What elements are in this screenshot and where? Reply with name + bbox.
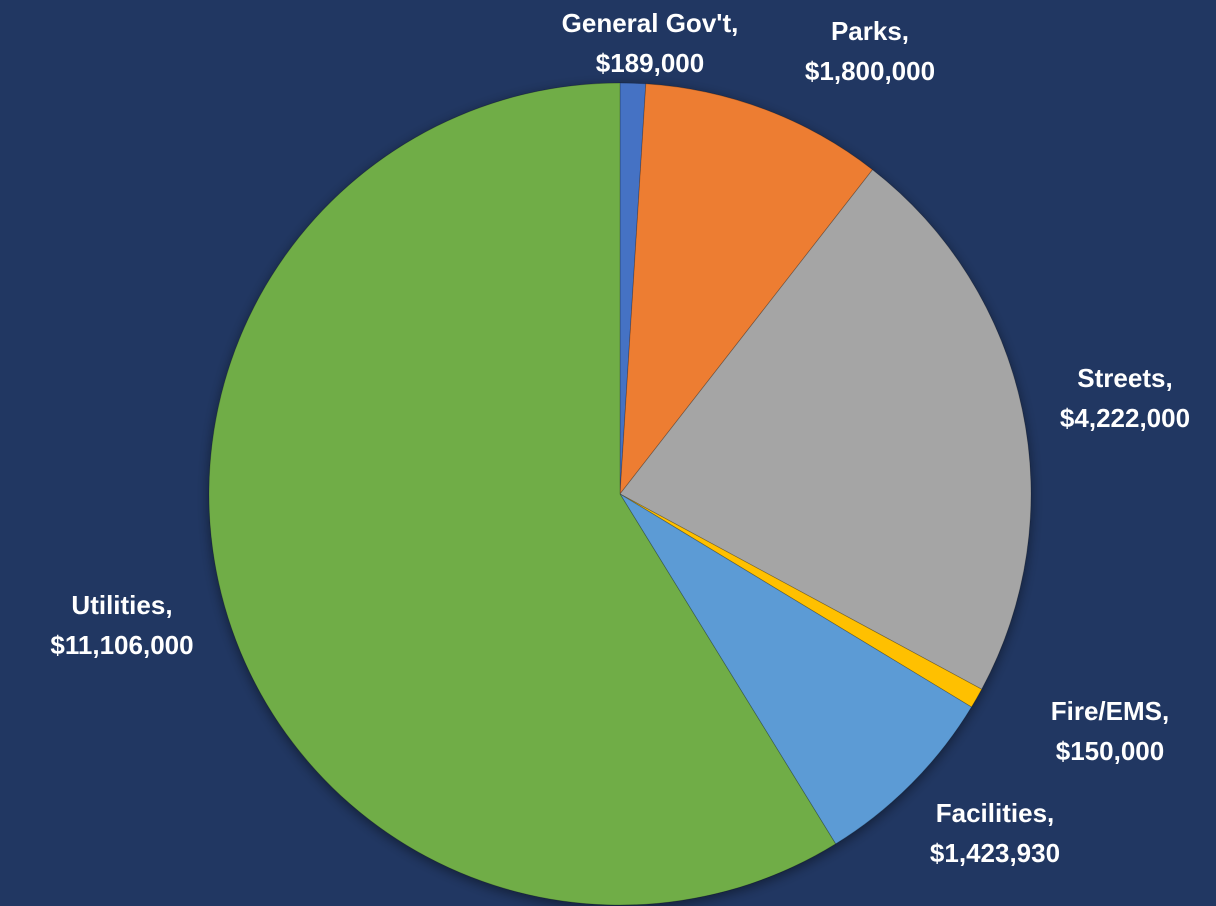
slice-value-label: $1,423,930: [930, 838, 1060, 868]
slice-category-label: General Gov't,: [562, 8, 739, 38]
slice-category-label: Fire/EMS,: [1051, 696, 1169, 726]
chart: General Gov't, $189,000 Parks, $1,800,000 St…: [0, 0, 1216, 906]
slice-category-label: Utilities,: [71, 590, 172, 620]
pie: [209, 83, 1031, 905]
slice-category-label: Streets,: [1077, 363, 1172, 393]
slice-value-label: $1,800,000: [805, 56, 935, 86]
page: {"chart_data": {"type": "pie", "categori…: [0, 0, 1216, 906]
slice-value-label: $189,000: [596, 48, 704, 78]
slice-value-label: $150,000: [1056, 736, 1164, 766]
slice-value-label: $11,106,000: [50, 630, 193, 660]
slice-category-label: Parks,: [831, 16, 909, 46]
slice-category-label: Facilities,: [936, 798, 1055, 828]
slice-value-label: $4,222,000: [1060, 403, 1190, 433]
